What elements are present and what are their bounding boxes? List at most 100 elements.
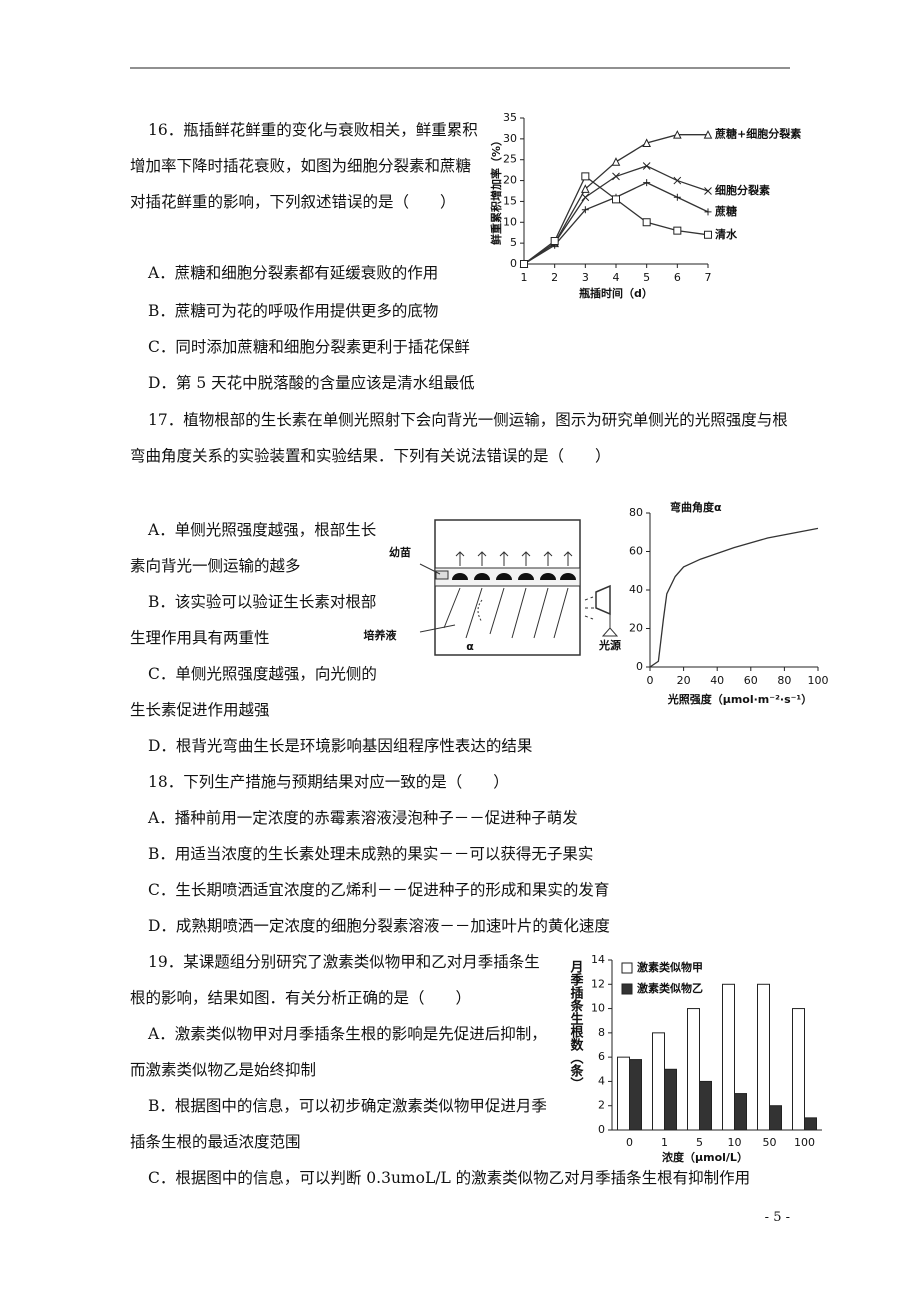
- diagram-label: 培养液: [364, 628, 398, 642]
- point-marker: [520, 260, 528, 268]
- series-label: 清水: [715, 227, 738, 241]
- x-tick-label: 1: [661, 1136, 668, 1149]
- point-marker: [581, 172, 590, 181]
- y-tick-label: 60: [629, 545, 643, 558]
- bar: [769, 1105, 782, 1131]
- x-axis-label: 瓶插时间（d）: [579, 286, 653, 300]
- point-marker: [673, 130, 682, 139]
- option: B．该实验可以验证生长素对根部生理作用具有两重性: [130, 593, 377, 647]
- y-tick-label: 0: [636, 660, 643, 673]
- legend-label: 激素类似物甲: [637, 960, 703, 974]
- x-tick-label: 2: [551, 271, 558, 284]
- y-tick-label: 12: [591, 977, 605, 990]
- y-tick-label: 2: [598, 1099, 605, 1112]
- x-tick-label: 3: [582, 271, 589, 284]
- option: C．根据图中的信息，可以判断 0.3umoL/L 的激素类似物乙对月季插条生根有…: [148, 1169, 751, 1187]
- option: D．根背光弯曲生长是环境影响基因组程序性表达的结果: [148, 737, 533, 755]
- x-tick-label: 50: [763, 1136, 777, 1149]
- y-tick-label: 10: [591, 1002, 605, 1015]
- bar: [664, 1068, 677, 1131]
- x-tick-label: 7: [705, 271, 712, 284]
- diagram-label: α: [466, 640, 474, 653]
- x-tick-label: 40: [710, 674, 724, 687]
- apparatus: [419, 519, 619, 656]
- bar: [757, 983, 770, 1131]
- point-marker: [704, 230, 712, 239]
- bar: [722, 983, 735, 1131]
- y-tick-label: 14: [591, 953, 605, 966]
- bar: [652, 1032, 665, 1131]
- y-tick-label: 5: [510, 236, 517, 249]
- bar: [734, 1093, 747, 1131]
- x-tick-label: 100: [794, 1136, 815, 1149]
- option: D．第 5 天花中脱落酸的含量应该是清水组最低: [148, 374, 475, 392]
- x-axis-label: 光照强度（μmol·m⁻²·s⁻¹）: [667, 692, 813, 706]
- point-marker: [612, 172, 620, 181]
- question-stem: 18．下列生产措施与预期结果对应一致的是（ ）: [148, 773, 509, 791]
- question-stem: 19．某课题组分别研究了激素类似物甲和乙对月季插条生根的影响，结果如图．有关分析…: [130, 953, 540, 1007]
- y-tick-label: 0: [598, 1123, 605, 1136]
- point-marker: [642, 162, 651, 170]
- series-line: [523, 175, 709, 265]
- bar: [804, 1117, 817, 1131]
- y-tick-label: 35: [503, 111, 517, 124]
- y-axis-label: 弯曲角度α: [670, 500, 722, 514]
- y-tick-label: 30: [503, 132, 517, 145]
- x-tick-label: 10: [728, 1136, 742, 1149]
- point-marker: [611, 157, 621, 166]
- point-marker: [643, 179, 651, 187]
- y-tick-label: 4: [598, 1074, 605, 1087]
- series-label: 蔗糖+细胞分裂素: [714, 127, 801, 141]
- y-tick-label: 10: [503, 215, 517, 228]
- series-line: [649, 527, 819, 668]
- point-marker: [581, 193, 590, 202]
- x-tick-label: 4: [613, 271, 620, 284]
- option: D．成熟期喷洒一定浓度的细胞分裂素溶液－－加速叶片的黄化速度: [148, 917, 610, 935]
- point-marker: [581, 184, 590, 193]
- x-tick-label: 6: [674, 271, 681, 284]
- point-marker: [550, 237, 559, 246]
- bar: [617, 1056, 630, 1131]
- point-marker: [704, 187, 712, 195]
- y-tick-label: 8: [598, 1026, 605, 1039]
- point-marker: [673, 193, 681, 201]
- legend-swatch: [621, 962, 633, 974]
- y-tick-label: 25: [503, 153, 517, 166]
- option: A．激素类似物甲对月季插条生根的影响是先促进后抑制，而激素类似物乙是始终抑制: [130, 1025, 547, 1079]
- bar: [687, 1008, 700, 1131]
- option: A．播种前用一定浓度的赤霉素溶液浸泡种子－－促进种子萌发: [148, 809, 578, 827]
- x-tick-label: 0: [626, 1136, 633, 1149]
- x-tick-label: 60: [744, 674, 758, 687]
- y-tick-label: 80: [629, 506, 643, 519]
- diagram-label: 光源: [598, 638, 621, 652]
- y-tick-label: 20: [503, 174, 517, 187]
- x-tick-label: 5: [696, 1136, 703, 1149]
- y-axis-label: 鲜重累积增加率（%）: [489, 135, 503, 245]
- question-stem: 16．瓶插鲜花鲜重的变化与衰败相关，鲜重累积增加率下降时插花衰败，如图为细胞分裂…: [130, 121, 478, 211]
- series-label: 细胞分裂素: [715, 183, 770, 197]
- point-marker: [703, 130, 713, 139]
- point-marker: [612, 195, 620, 204]
- option: B．根据图中的信息，可以初步确定激素类似物甲促进月季插条生根的最适浓度范围: [130, 1097, 547, 1151]
- option: A．蔗糖和细胞分裂素都有延缓衰败的作用: [148, 264, 439, 282]
- y-axis-label: 月季插条生根数（条）: [568, 960, 585, 1090]
- point-marker: [642, 218, 651, 227]
- x-tick-label: 100: [808, 674, 829, 687]
- bar: [629, 1059, 642, 1131]
- option: B．用适当浓度的生长素处理未成熟的果实－－可以获得无子果实: [148, 845, 594, 863]
- y-tick-label: 40: [629, 583, 643, 596]
- series-label: 蔗糖: [714, 204, 737, 218]
- point-marker: [642, 138, 651, 148]
- x-tick-label: 20: [677, 674, 691, 687]
- option: C．单侧光照强度越强，向光侧的生长素促进作用越强: [130, 665, 377, 719]
- x-axis-label: 浓度（μmol/L）: [662, 1150, 748, 1164]
- point-marker: [673, 226, 682, 235]
- x-tick-label: 0: [647, 674, 654, 687]
- question-stem: 17．植物根部的生长素在单侧光照射下会向背光一侧运输，图示为研究单侧光的光照强度…: [130, 411, 788, 465]
- bar: [792, 1008, 805, 1131]
- x-tick-label: 80: [777, 674, 791, 687]
- page-number: - 5 -: [764, 1210, 790, 1225]
- legend-label: 激素类似物乙: [637, 981, 703, 995]
